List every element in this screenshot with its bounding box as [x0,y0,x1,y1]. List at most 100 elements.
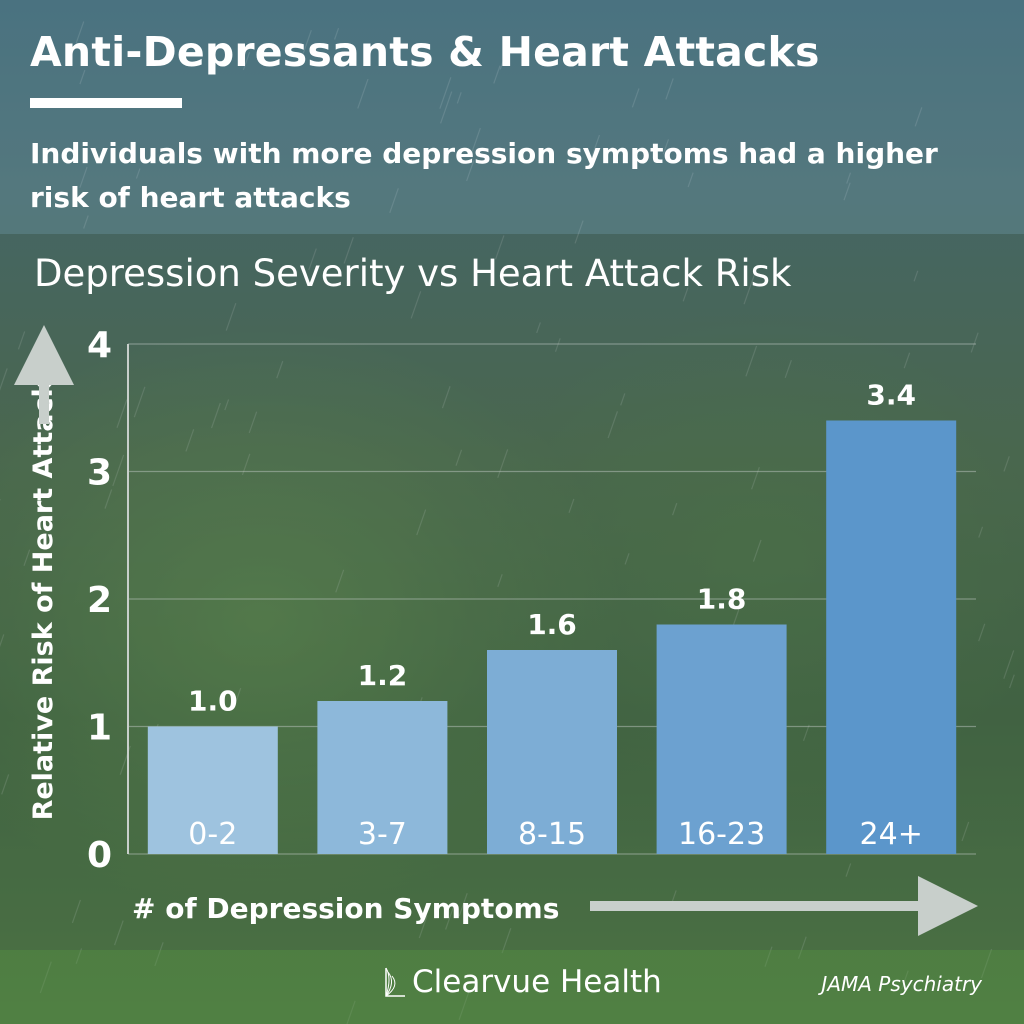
rain-streak [568,498,575,514]
rain-streak [466,160,475,182]
rain-streak [410,291,422,319]
rain-streak [75,21,85,44]
rain-streak [248,411,258,434]
rain-streak [495,235,505,260]
rain-streak [416,509,427,536]
bar-value-label: 1.8 [697,583,747,616]
rain-streak [210,402,221,429]
rain-streak [978,526,984,538]
rain-streak [913,270,919,282]
y-tick-label: 4 [87,325,112,366]
axis-layer: 0 1 2 3 4 [87,325,129,876]
rain-streak [1003,456,1010,472]
bar-chart: 1.00-21.23-71.68-151.816-233.424+ 01234 … [13,325,978,936]
rain-streak [662,139,670,155]
rain-streak [843,182,851,201]
y-axis-label: Relative Risk of Heart Attack [28,379,59,821]
rain-streak [235,687,242,702]
rain-streak [470,127,481,156]
rain-streak [589,134,601,161]
x-axis-label: # of Depression Symptoms [132,892,559,925]
x-category-label: 8-15 [518,817,586,852]
rain-streak [456,92,462,104]
rain-streak [1008,674,1015,689]
rain-streak [441,386,451,409]
rain-streak [439,77,452,109]
rain-streak [1003,650,1015,679]
rain-streak [440,91,453,124]
rain-streak [501,927,512,954]
x-category-label: 24+ [860,817,923,852]
bar-layer: 1.0 0-2 1.2 3-7 1.6 8-15 1.8 16-23 3.4 24+ [147,379,957,854]
rain-streak [241,453,251,476]
rain-streak [672,502,678,516]
brand-name: Clearvue Health [412,964,662,1000]
rain-streak [335,569,345,593]
rain-streak [79,69,86,85]
bar-3-7 [317,701,448,854]
bar-16-23 [656,624,787,854]
bar-value-label: 3.4 [866,379,916,412]
rain-streak [970,332,979,353]
rain-streak [574,220,584,244]
rain-streak [112,454,125,487]
x-category-label: 3-7 [358,817,407,852]
rain-streak [607,411,619,439]
rain-streak [23,549,31,567]
rain-streak [135,168,141,179]
rain-streak [745,345,758,377]
rain-streak [961,821,970,842]
rain-streak [225,302,237,331]
x-category-label: 16-23 [678,817,765,852]
rain-streak [914,107,923,127]
rain-streak [743,272,756,305]
x-category-label: 0-2 [188,817,237,852]
source-citation: JAMA Psychiatry [821,972,982,996]
rain-streak [113,920,124,946]
bar-value-label: 1.6 [527,608,577,641]
rain-streak [493,65,501,84]
rain-streak [624,553,630,565]
page-subtitle: Individuals with more depression symptom… [30,137,938,214]
rain-streak [802,724,810,742]
rain-streak [224,399,230,411]
rain-streak [682,287,689,302]
rain-streak [185,429,195,452]
bar-value-label: 1.2 [358,659,408,692]
rain-streak [357,78,369,109]
bar-8-15 [487,650,617,854]
rain-streak [0,368,8,391]
bar-24+ [826,420,957,854]
brand: Clearvue Health [384,962,662,1002]
rain-streak [302,30,312,54]
footer-band [0,950,1024,1024]
rain-streak [497,574,503,587]
rain-streak [554,338,561,352]
rain-streak [389,188,399,213]
rain-streak [687,172,694,188]
rain-streak [276,360,284,379]
rain-streak [83,215,89,229]
rain-streak [903,352,911,369]
rain-streak [1,774,10,795]
rain-streak [536,322,541,334]
rain-streak [333,27,340,40]
rain-streak [79,166,88,188]
rain-streak [133,386,146,418]
header-band [0,0,1024,234]
y-tick-label: 0 [87,835,112,876]
rain-streak [499,53,507,70]
rain-streak [116,399,128,428]
bar-0-2 [147,726,278,854]
rain-streak [343,237,354,264]
y-tick-label: 2 [87,580,112,621]
rain-streak [0,634,5,647]
rain-streak [665,78,674,100]
chart-title: Depression Severity vs Heart Attack Risk [34,252,792,295]
rain-streak [845,863,852,877]
rain-streak [846,172,852,184]
rain-streak [752,539,762,562]
rain-streak [751,466,760,490]
